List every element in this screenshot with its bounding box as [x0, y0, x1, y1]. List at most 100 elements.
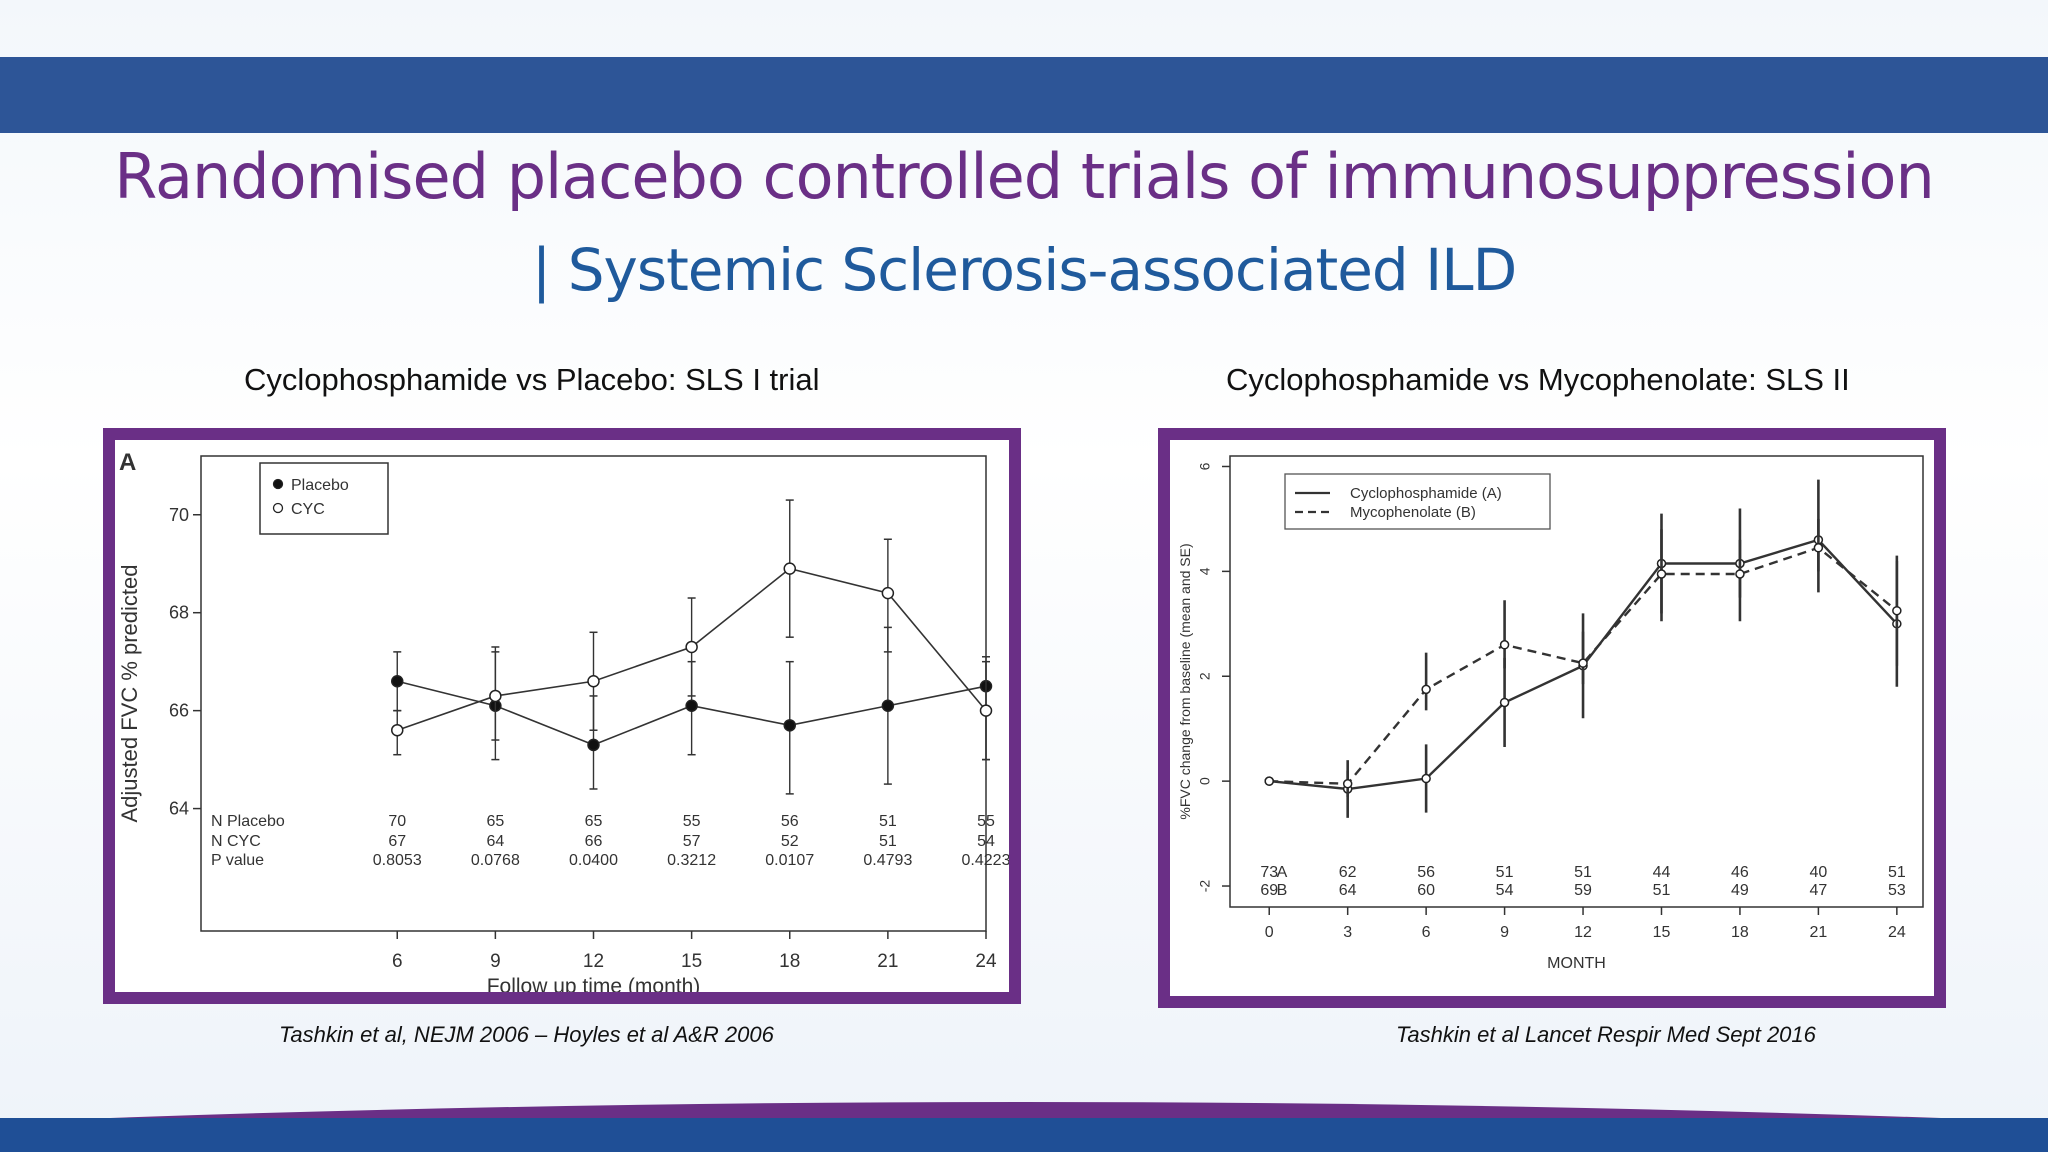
sls1-chart: 64 66 68 70 6 9 12 15 18 21 24 Follow up time (mont… [117, 449, 1009, 992]
table-cell: 57 [683, 833, 701, 850]
data-point [587, 738, 600, 752]
x-axis-label: Follow up time (month) [487, 975, 701, 992]
table-cell: 51 [1496, 864, 1514, 881]
table-cell: 46 [1731, 864, 1749, 881]
legend-marker [272, 478, 284, 490]
table-cell: 56 [1417, 864, 1435, 881]
x-tick-label: 24 [1888, 924, 1906, 941]
x-tick-label: 6 [1422, 924, 1431, 941]
x-tick-label: 21 [877, 951, 898, 972]
plot-area [1229, 455, 1924, 908]
x-tick-label: 15 [1653, 924, 1671, 941]
data-point [391, 723, 404, 737]
data-point [489, 689, 502, 703]
y-tick-label: 64 [169, 799, 189, 819]
table-cell: 0.8053 [373, 852, 422, 869]
legend-label: Placebo [291, 477, 349, 494]
table-cell: 66 [585, 833, 603, 850]
table-cell: 51 [1574, 864, 1592, 881]
data-point [685, 640, 698, 654]
x-tick-label: 12 [1574, 924, 1592, 941]
legend-box [1284, 473, 1551, 530]
table-cell: 0.0768 [471, 852, 520, 869]
data-point [391, 675, 404, 688]
table-cell: 51 [879, 813, 897, 830]
y-tick-label: -2 [1197, 880, 1213, 893]
data-point [685, 699, 698, 712]
y-tick-label: 66 [169, 701, 189, 721]
data-point [1499, 697, 1510, 708]
data-point [881, 699, 895, 712]
y-tick-label: 6 [1197, 462, 1213, 470]
table-row-label: P value [211, 852, 264, 869]
data-point [881, 586, 895, 600]
table-cell: 40 [1809, 864, 1827, 881]
x-tick-label: 9 [1500, 924, 1509, 941]
table-cell: 73 [1260, 864, 1278, 881]
data-point [1813, 543, 1824, 553]
table-cell: 51 [1888, 864, 1906, 881]
legend-label: Mycophenolate (B) [1350, 504, 1476, 521]
table-cell: 54 [977, 833, 995, 850]
table-cell: 0.0400 [569, 852, 618, 869]
slide-title: Randomised placebo controlled trials of … [114, 140, 1934, 213]
data-point [1421, 773, 1431, 784]
x-tick-label: 0 [1265, 924, 1274, 941]
left-chart-frame: 64 66 68 70 6 9 12 15 18 21 24 Follow up time (mont… [103, 428, 1021, 1004]
table-row-label: N CYC [211, 833, 261, 850]
table-row-label: N Placebo [211, 813, 285, 830]
data-point [587, 675, 600, 688]
table-cell: 59 [1574, 882, 1592, 899]
panel-label: A [119, 449, 136, 476]
table-cell: 49 [1731, 882, 1749, 899]
table-cell: 0.4793 [863, 852, 912, 869]
table-cell: 51 [879, 833, 897, 850]
slide-subtitle: | Systemic Sclerosis-associated ILD [531, 236, 1518, 304]
y-tick-label: 68 [169, 603, 189, 623]
data-point [1735, 569, 1745, 579]
table-cell: 62 [1339, 864, 1357, 881]
y-axis-label: Adjusted FVC % predicted [117, 564, 142, 822]
table-cell: 55 [977, 813, 995, 830]
x-tick-label: 12 [583, 951, 604, 972]
data-point [783, 719, 796, 732]
legend-label: CYC [291, 501, 325, 518]
x-axis-label: MONTH [1547, 955, 1606, 972]
table-cell: 60 [1417, 882, 1435, 899]
data-point [783, 562, 796, 575]
table-cell: 65 [585, 813, 603, 830]
left-citation: Tashkin et al, NEJM 2006 – Hoyles et al … [279, 1022, 774, 1047]
data-point [1342, 779, 1353, 789]
table-cell: 56 [781, 813, 799, 830]
x-tick-label: 24 [975, 951, 997, 972]
data-point [1892, 605, 1902, 616]
table-cell: 64 [1339, 882, 1357, 899]
table-cell: 53 [1888, 882, 1906, 899]
x-tick-label: 18 [1731, 924, 1749, 941]
left-chart-heading: Cyclophosphamide vs Placebo: SLS I trial [244, 362, 820, 397]
right-chart-heading: Cyclophosphamide vs Mycophenolate: SLS I… [1226, 362, 1850, 397]
y-axis-label: %FVC change from baseline (mean and SE) [1177, 543, 1193, 819]
table-cell: 64 [486, 833, 504, 850]
table-cell: 51 [1653, 882, 1671, 899]
x-tick-label: 6 [392, 951, 403, 972]
data-point [1264, 776, 1274, 786]
legend-label: Cyclophosphamide (A) [1350, 485, 1502, 502]
table-cell: 54 [1496, 882, 1514, 899]
data-point [1578, 658, 1588, 668]
table-cell: 65 [486, 813, 504, 830]
table-row-label: B [1277, 882, 1288, 899]
x-tick-label: 15 [681, 951, 702, 972]
data-point [1421, 684, 1431, 695]
x-tick-label: 9 [490, 951, 501, 972]
table-cell: 0.4223 [962, 852, 1009, 869]
table-cell: 52 [781, 833, 799, 850]
legend-marker [272, 502, 284, 514]
table-cell: 67 [388, 833, 406, 850]
y-tick-label: 4 [1197, 567, 1213, 575]
table-cell: 0.0107 [765, 852, 814, 869]
x-tick-label: 21 [1809, 924, 1827, 941]
y-tick-label: 2 [1197, 672, 1213, 680]
header-band [0, 57, 2048, 133]
table-row-label: A [1277, 864, 1288, 881]
